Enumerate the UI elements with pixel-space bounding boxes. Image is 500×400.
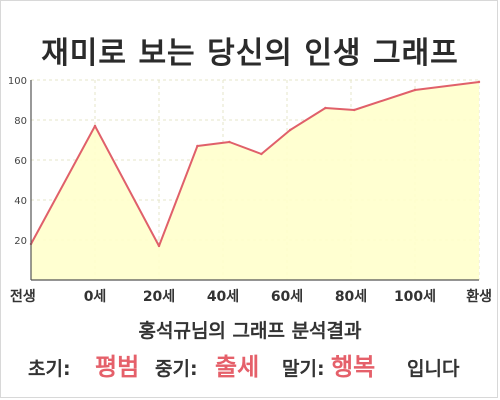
result-summary: 초기: 평범 중기: 출세 말기: 행복 입니다 — [0, 344, 500, 384]
data-point — [157, 244, 161, 248]
data-point — [289, 128, 292, 132]
result-subtitle: 홍석규님의 그래프 분석결과 — [138, 320, 362, 342]
x-tick-label: 20세 — [143, 289, 175, 305]
late-label: 말기: — [282, 358, 325, 380]
data-point — [477, 80, 481, 84]
data-point — [260, 152, 263, 156]
axes — [29, 80, 481, 281]
x-tick-label: 80세 — [335, 289, 367, 305]
data-point — [413, 88, 417, 92]
x-tick-label: 40세 — [207, 289, 239, 305]
y-tick-label: 100 — [8, 76, 27, 87]
y-tick-labels: 20 40 60 80 100 — [8, 76, 27, 247]
early-label: 초기: — [28, 358, 71, 380]
x-tick-label: 전생 — [10, 288, 36, 305]
data-point — [196, 144, 199, 148]
y-tick-label: 20 — [14, 236, 27, 247]
data-point — [353, 108, 356, 112]
data-point — [324, 106, 327, 110]
data-point — [228, 140, 231, 144]
x-tick-label: 60세 — [271, 289, 303, 305]
data-point — [93, 124, 97, 128]
chart-title: 재미로 보는 당신의 인생 그래프 — [41, 36, 459, 71]
x-tick-label: 100세 — [394, 289, 436, 305]
ending-text: 입니다 — [407, 358, 460, 380]
area-fill — [31, 82, 479, 280]
y-tick-label: 60 — [14, 156, 27, 167]
late-value: 행복 — [331, 353, 376, 381]
x-tick-label: 환생 — [466, 288, 492, 305]
x-tick-label: 0세 — [84, 289, 107, 305]
early-value: 평범 — [95, 353, 140, 381]
middle-label: 중기: — [155, 358, 198, 380]
y-tick-label: 40 — [14, 196, 27, 207]
y-tick-label: 80 — [14, 116, 27, 127]
middle-value: 출세 — [215, 353, 260, 381]
x-tick-labels: 전생 0세 20세 40세 60세 80세 100세 환생 — [10, 288, 492, 305]
